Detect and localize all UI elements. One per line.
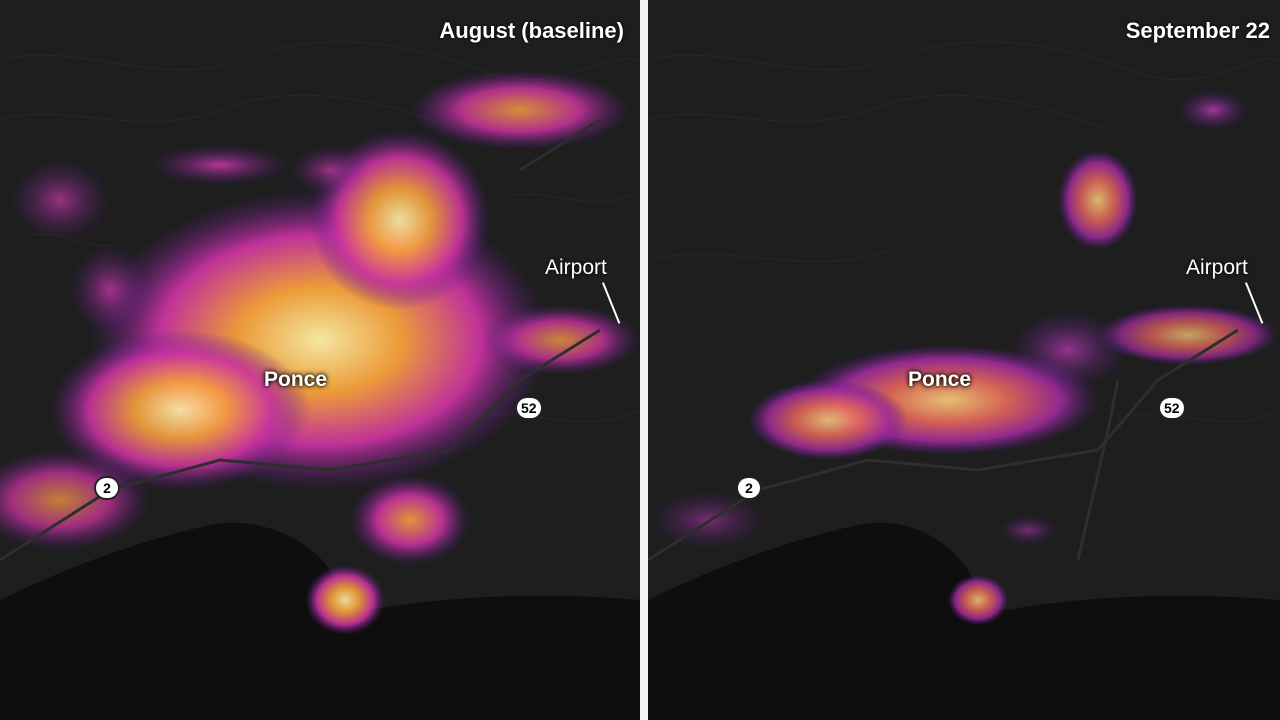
route-52-shield: 52 (517, 398, 541, 418)
night-lights-map-august (0, 70, 640, 720)
airport-label: Airport (545, 256, 607, 279)
airport-label: Airport (1186, 256, 1248, 279)
route-52-shield: 52 (1160, 398, 1184, 418)
map-panel-august: August (baseline) Ponce Airport 52 2 (0, 0, 640, 720)
roads (648, 328, 1239, 562)
place-label-ponce: Ponce (908, 368, 972, 391)
city-lights (0, 70, 640, 635)
city-lights (648, 90, 1278, 625)
panel-title: August (baseline) (439, 18, 624, 43)
map-panel-september: September 22 Ponce Airport 52 2 (648, 0, 1280, 720)
panel-title: September 22 (1125, 18, 1270, 43)
terrain-texture (648, 41, 1280, 423)
route-2-shield: 2 (96, 478, 118, 498)
night-lights-map-september (648, 0, 1280, 720)
route-2-shield: 2 (738, 478, 760, 498)
roads (0, 118, 601, 562)
panel-divider (640, 0, 648, 720)
place-label-ponce: Ponce (264, 368, 328, 391)
